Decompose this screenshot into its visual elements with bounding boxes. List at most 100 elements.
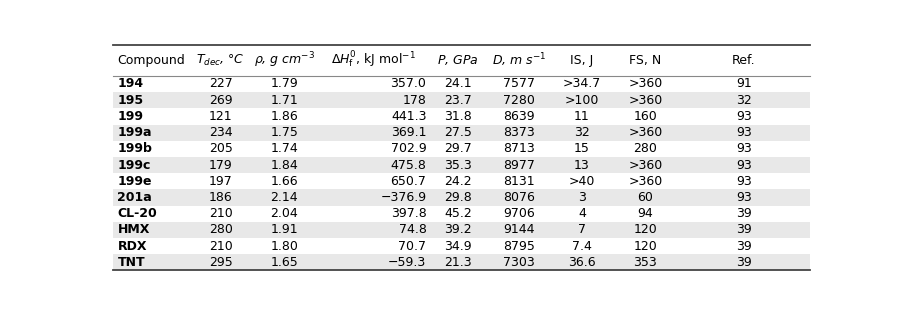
Text: >360: >360 <box>628 126 662 139</box>
Text: 353: 353 <box>634 256 657 269</box>
Text: 357.0: 357.0 <box>391 77 427 90</box>
Text: 93: 93 <box>736 110 752 123</box>
Text: 93: 93 <box>736 191 752 204</box>
Text: 7303: 7303 <box>503 256 535 269</box>
Text: 29.8: 29.8 <box>445 191 472 204</box>
Text: 197: 197 <box>209 175 232 188</box>
Text: 1.74: 1.74 <box>271 142 298 155</box>
Text: 1.91: 1.91 <box>271 223 298 236</box>
Text: 29.7: 29.7 <box>445 142 472 155</box>
Text: CL-20: CL-20 <box>117 207 158 220</box>
Text: >100: >100 <box>564 94 599 107</box>
Text: 24.1: 24.1 <box>445 77 472 90</box>
Text: 269: 269 <box>209 94 232 107</box>
Text: >360: >360 <box>628 77 662 90</box>
Text: 295: 295 <box>209 256 232 269</box>
Text: 199b: 199b <box>117 142 152 155</box>
Text: 1.80: 1.80 <box>271 240 299 253</box>
Text: 15: 15 <box>574 142 590 155</box>
Text: 1.84: 1.84 <box>271 158 298 172</box>
Text: Compound: Compound <box>117 54 185 67</box>
Text: 93: 93 <box>736 126 752 139</box>
Text: 121: 121 <box>209 110 232 123</box>
Text: −376.9: −376.9 <box>380 191 427 204</box>
Text: $P$, GPa: $P$, GPa <box>437 53 479 67</box>
Text: >34.7: >34.7 <box>562 77 601 90</box>
Text: 186: 186 <box>209 191 232 204</box>
Text: 74.8: 74.8 <box>399 223 427 236</box>
Text: 8977: 8977 <box>503 158 536 172</box>
Text: 8639: 8639 <box>503 110 535 123</box>
Text: >40: >40 <box>569 175 595 188</box>
Text: 2.04: 2.04 <box>271 207 298 220</box>
FancyBboxPatch shape <box>112 189 810 206</box>
Text: 201a: 201a <box>117 191 152 204</box>
Text: 35.3: 35.3 <box>445 158 472 172</box>
Text: 23.7: 23.7 <box>445 94 472 107</box>
FancyBboxPatch shape <box>112 254 810 271</box>
Text: 199c: 199c <box>117 158 151 172</box>
Text: 91: 91 <box>736 77 752 90</box>
FancyBboxPatch shape <box>112 124 810 141</box>
Text: 1.79: 1.79 <box>271 77 298 90</box>
Text: 1.65: 1.65 <box>271 256 298 269</box>
Text: 93: 93 <box>736 142 752 155</box>
Text: 1.86: 1.86 <box>271 110 298 123</box>
Text: 45.2: 45.2 <box>445 207 472 220</box>
Text: 32: 32 <box>574 126 590 139</box>
Text: 21.3: 21.3 <box>445 256 472 269</box>
Text: 39: 39 <box>736 207 752 220</box>
Text: 120: 120 <box>634 223 657 236</box>
Text: 11: 11 <box>574 110 590 123</box>
Text: 8373: 8373 <box>503 126 535 139</box>
Text: 9144: 9144 <box>503 223 535 236</box>
Text: 8795: 8795 <box>503 240 536 253</box>
Text: 205: 205 <box>209 142 232 155</box>
Text: 280: 280 <box>634 142 657 155</box>
Text: 32: 32 <box>736 94 752 107</box>
Text: $T_\mathregular{dec}$, °C: $T_\mathregular{dec}$, °C <box>196 53 245 68</box>
Text: 4: 4 <box>578 207 586 220</box>
Text: 1.75: 1.75 <box>271 126 299 139</box>
Text: 27.5: 27.5 <box>445 126 472 139</box>
Text: 9706: 9706 <box>503 207 535 220</box>
Text: IS, J: IS, J <box>571 54 593 67</box>
Text: RDX: RDX <box>117 240 147 253</box>
Text: 39.2: 39.2 <box>445 223 472 236</box>
Text: TNT: TNT <box>117 256 145 269</box>
Text: 8076: 8076 <box>503 191 536 204</box>
Text: 7280: 7280 <box>503 94 536 107</box>
Text: 199a: 199a <box>117 126 152 139</box>
FancyBboxPatch shape <box>112 92 810 108</box>
Text: 31.8: 31.8 <box>445 110 472 123</box>
Text: 650.7: 650.7 <box>391 175 427 188</box>
Text: 94: 94 <box>637 207 653 220</box>
Text: 369.1: 369.1 <box>391 126 427 139</box>
Text: >360: >360 <box>628 175 662 188</box>
Text: $\rho$, g cm$^{-3}$: $\rho$, g cm$^{-3}$ <box>254 51 315 70</box>
Text: $\Delta H_\mathregular{f}^\mathregular{0}$, kJ mol$^{-1}$: $\Delta H_\mathregular{f}^\mathregular{0… <box>331 50 416 71</box>
Text: 13: 13 <box>574 158 590 172</box>
Text: 39: 39 <box>736 240 752 253</box>
Text: Ref.: Ref. <box>732 54 756 67</box>
Text: 2.14: 2.14 <box>271 191 298 204</box>
Text: 60: 60 <box>637 191 653 204</box>
Text: 210: 210 <box>209 240 232 253</box>
Text: FS, N: FS, N <box>629 54 661 67</box>
Text: 195: 195 <box>117 94 143 107</box>
Text: −59.3: −59.3 <box>388 256 427 269</box>
Text: 39: 39 <box>736 223 752 236</box>
FancyBboxPatch shape <box>112 222 810 238</box>
Text: 120: 120 <box>634 240 657 253</box>
Text: 70.7: 70.7 <box>399 240 427 253</box>
Text: 234: 234 <box>209 126 232 139</box>
FancyBboxPatch shape <box>112 157 810 173</box>
Text: 199: 199 <box>117 110 143 123</box>
Text: 3: 3 <box>578 191 586 204</box>
Text: 8131: 8131 <box>503 175 535 188</box>
Text: 34.9: 34.9 <box>445 240 472 253</box>
Text: 1.71: 1.71 <box>271 94 298 107</box>
Text: 179: 179 <box>209 158 232 172</box>
Text: 8713: 8713 <box>503 142 535 155</box>
Text: 1.66: 1.66 <box>271 175 298 188</box>
